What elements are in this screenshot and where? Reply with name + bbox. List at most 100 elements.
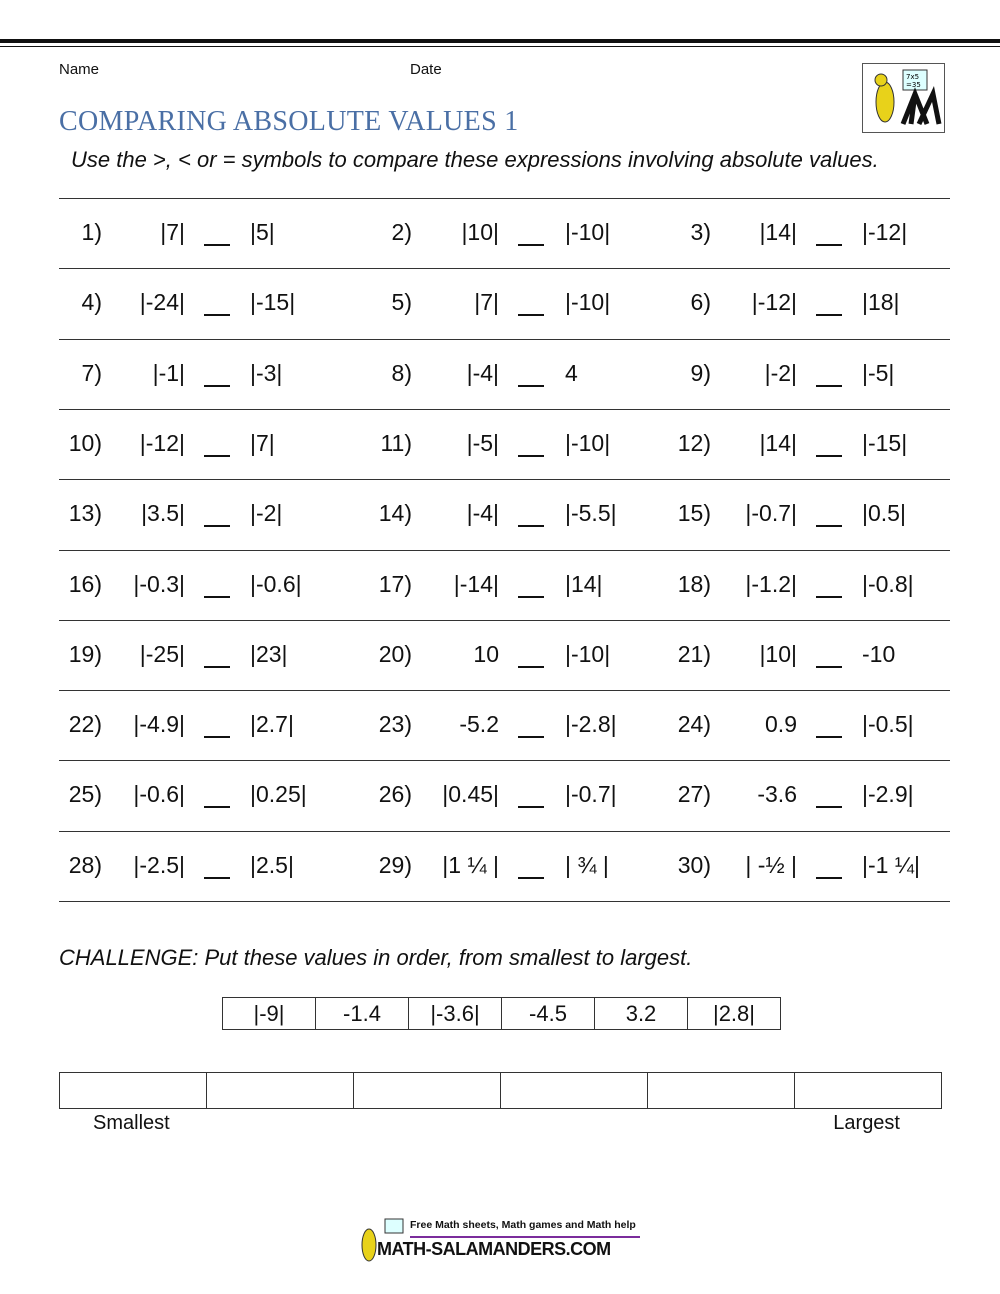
answer-blank[interactable] bbox=[816, 736, 842, 738]
right-expression: | ¾ | bbox=[565, 852, 609, 878]
answer-blank[interactable] bbox=[204, 314, 230, 316]
row-divider bbox=[59, 620, 950, 621]
answer-blank[interactable] bbox=[204, 806, 230, 808]
answer-box[interactable] bbox=[501, 1073, 648, 1108]
row-divider bbox=[59, 901, 950, 902]
answer-blank[interactable] bbox=[816, 455, 842, 457]
answer-blank[interactable] bbox=[204, 877, 230, 879]
row-divider bbox=[59, 268, 950, 269]
problem-number: 3) bbox=[690, 219, 711, 245]
answer-blank[interactable] bbox=[204, 596, 230, 598]
answer-blank[interactable] bbox=[816, 385, 842, 387]
right-expression: |0.25| bbox=[250, 781, 307, 807]
answer-blank[interactable] bbox=[816, 877, 842, 879]
answer-blank[interactable] bbox=[518, 666, 544, 668]
answer-box[interactable] bbox=[795, 1073, 941, 1108]
right-expression: |-0.5| bbox=[862, 711, 914, 737]
answer-blank[interactable] bbox=[816, 525, 842, 527]
svg-text:7x5: 7x5 bbox=[906, 73, 919, 81]
name-label: Name bbox=[59, 61, 100, 78]
right-expression: |2.7| bbox=[250, 711, 294, 737]
problem-number: 5) bbox=[391, 289, 412, 315]
problem-number: 19) bbox=[68, 641, 102, 667]
left-expression: |10| bbox=[461, 219, 499, 245]
left-expression: |-14| bbox=[453, 571, 499, 597]
right-expression: |5| bbox=[250, 219, 275, 245]
right-expression: |-2| bbox=[250, 500, 283, 526]
left-expression: |-25| bbox=[139, 641, 185, 667]
left-expression: |-2.5| bbox=[133, 852, 185, 878]
answer-blank[interactable] bbox=[816, 596, 842, 598]
challenge-value: 3.2 bbox=[595, 998, 688, 1029]
answer-blank[interactable] bbox=[518, 877, 544, 879]
answer-box[interactable] bbox=[354, 1073, 501, 1108]
problem-number: 11) bbox=[380, 430, 412, 456]
right-expression: |7| bbox=[250, 430, 275, 456]
problem-number: 8) bbox=[391, 360, 412, 386]
left-expression: |10| bbox=[759, 641, 797, 667]
left-expression: |-4.9| bbox=[133, 711, 185, 737]
answer-blank[interactable] bbox=[204, 385, 230, 387]
answer-blank[interactable] bbox=[518, 806, 544, 808]
left-expression: |1 ¼ | bbox=[442, 852, 499, 878]
answer-blank[interactable] bbox=[518, 314, 544, 316]
right-expression: |-5.5| bbox=[565, 500, 617, 526]
right-expression: |-10| bbox=[565, 219, 611, 245]
answer-blank[interactable] bbox=[204, 455, 230, 457]
right-expression: |-15| bbox=[250, 289, 296, 315]
right-expression: |-0.8| bbox=[862, 571, 914, 597]
answer-blank[interactable] bbox=[204, 736, 230, 738]
row-divider bbox=[59, 550, 950, 551]
answer-blank[interactable] bbox=[204, 525, 230, 527]
answer-box[interactable] bbox=[60, 1073, 207, 1108]
left-expression: |-0.6| bbox=[133, 781, 185, 807]
problem-number: 16) bbox=[68, 571, 102, 597]
problem-number: 22) bbox=[68, 711, 102, 737]
right-expression: |-10| bbox=[565, 289, 611, 315]
answer-blank[interactable] bbox=[816, 244, 842, 246]
date-label: Date bbox=[410, 61, 442, 78]
answer-blank[interactable] bbox=[204, 244, 230, 246]
left-expression: |-24| bbox=[139, 289, 185, 315]
answer-blank[interactable] bbox=[204, 666, 230, 668]
instructions: Use the >, < or = symbols to compare the… bbox=[71, 147, 879, 172]
left-expression: |7| bbox=[474, 289, 499, 315]
right-expression: |-2.8| bbox=[565, 711, 617, 737]
row-divider bbox=[59, 760, 950, 761]
problem-number: 20) bbox=[378, 641, 412, 667]
left-expression: 10 bbox=[473, 641, 499, 667]
row-divider bbox=[59, 409, 950, 410]
answer-blank[interactable] bbox=[518, 736, 544, 738]
left-expression: |14| bbox=[759, 219, 797, 245]
answer-blank[interactable] bbox=[518, 244, 544, 246]
answer-box[interactable] bbox=[207, 1073, 354, 1108]
left-expression: | -½ | bbox=[745, 852, 797, 878]
answer-blank[interactable] bbox=[518, 455, 544, 457]
answer-blank[interactable] bbox=[518, 596, 544, 598]
largest-label: Largest bbox=[833, 1112, 900, 1134]
answer-blank[interactable] bbox=[518, 525, 544, 527]
right-expression: |18| bbox=[862, 289, 900, 315]
footer-logo: Free Math sheets, Math games and Math he… bbox=[355, 1215, 645, 1265]
problem-number: 18) bbox=[677, 571, 711, 597]
challenge-values: |-9| -1.4 |-3.6| -4.5 3.2 |2.8| bbox=[222, 997, 781, 1030]
answer-blank[interactable] bbox=[518, 385, 544, 387]
answer-blank[interactable] bbox=[816, 666, 842, 668]
right-expression: |-0.6| bbox=[250, 571, 302, 597]
problem-number: 25) bbox=[68, 781, 102, 807]
answer-box[interactable] bbox=[648, 1073, 795, 1108]
answer-blank[interactable] bbox=[816, 806, 842, 808]
problem-number: 21) bbox=[677, 641, 711, 667]
left-expression: |-12| bbox=[751, 289, 797, 315]
right-expression: |-0.7| bbox=[565, 781, 617, 807]
right-expression: 4 bbox=[565, 360, 578, 386]
left-expression: |-4| bbox=[466, 360, 499, 386]
problem-number: 28) bbox=[68, 852, 102, 878]
right-expression: |23| bbox=[250, 641, 288, 667]
footer-tagline: Free Math sheets, Math games and Math he… bbox=[410, 1219, 636, 1231]
row-divider bbox=[59, 690, 950, 691]
problem-number: 17) bbox=[378, 571, 412, 597]
answer-boxes bbox=[59, 1072, 942, 1109]
answer-blank[interactable] bbox=[816, 314, 842, 316]
row-divider bbox=[59, 479, 950, 480]
